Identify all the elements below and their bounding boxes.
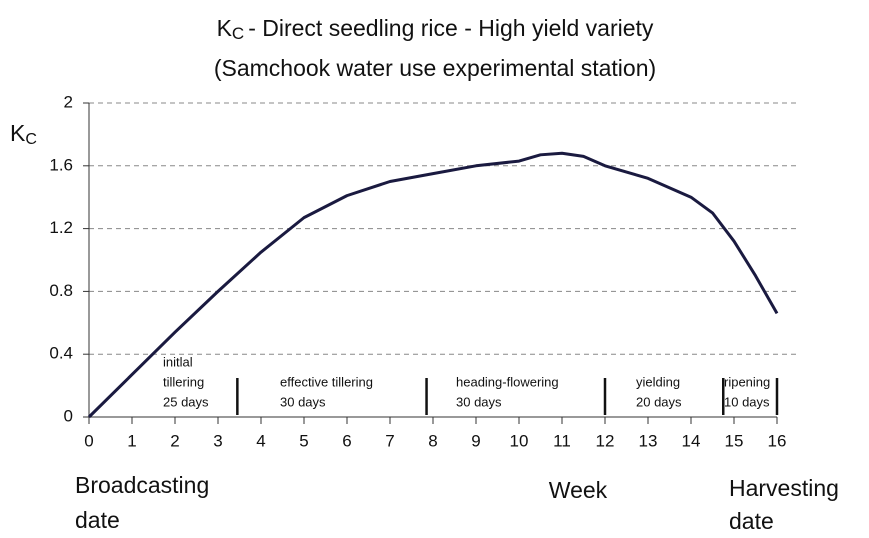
stage-label: tillering [163, 374, 204, 389]
y-label-base: K [10, 120, 26, 146]
x-tick-label: 7 [385, 431, 394, 450]
y-tick-label: 2 [64, 92, 73, 111]
stage-label: 30 days [456, 394, 502, 409]
y-tick-label: 1.2 [49, 218, 73, 237]
x-axis-label: Week [549, 477, 608, 503]
x-tick-label: 11 [553, 431, 571, 450]
stage-label: ripening [724, 374, 770, 389]
y-tick-label: 0 [64, 406, 73, 425]
x-tick-label: 4 [256, 431, 265, 450]
stage-label: initlal [163, 354, 193, 369]
x-tick-label: 12 [596, 431, 615, 450]
x-tick-label: 16 [768, 431, 787, 450]
x-tick-label: 3 [213, 431, 222, 450]
y-tick-label: 0.8 [49, 281, 73, 300]
stage-label: 30 days [280, 394, 326, 409]
start-label: date [75, 507, 120, 533]
chart-subtitle: (Samchook water use experimental station… [214, 55, 656, 81]
title-symbol-sub: C [232, 24, 244, 43]
y-tick-label: 1.6 [49, 155, 73, 174]
y-axis-label: KC [10, 120, 37, 148]
kc-curve [87, 151, 779, 419]
stage-label: heading-flowering [456, 374, 559, 389]
x-tick-label: 5 [299, 431, 308, 450]
chart-title-line: KC - Direct seedling rice - High yield va… [217, 15, 654, 43]
stage-label: 10 days [724, 394, 770, 409]
x-tick-label: 10 [510, 431, 529, 450]
chart-title: - Direct seedling rice - High yield vari… [248, 15, 654, 41]
stage-label: 25 days [163, 394, 209, 409]
x-tick-label: 9 [471, 431, 480, 450]
x-tick-label: 13 [639, 431, 658, 450]
x-tick-label: 2 [170, 431, 179, 450]
x-tick-label: 8 [428, 431, 437, 450]
x-tick-label: 6 [342, 431, 351, 450]
x-tick-label: 0 [84, 431, 93, 450]
stage-label: 20 days [636, 394, 682, 409]
x-tick-label: 14 [682, 431, 701, 450]
end-label: date [729, 508, 774, 534]
stage-label: yielding [636, 374, 680, 389]
end-label: Harvesting [729, 475, 839, 501]
x-tick-label: 15 [725, 431, 744, 450]
y-tick-label: 0.4 [49, 344, 73, 363]
start-label: Broadcasting [75, 472, 209, 498]
stage-label: effective tillering [280, 374, 373, 389]
y-label-sub: C [25, 131, 37, 148]
x-tick-label: 1 [127, 431, 136, 450]
title-symbol: K [217, 15, 233, 41]
